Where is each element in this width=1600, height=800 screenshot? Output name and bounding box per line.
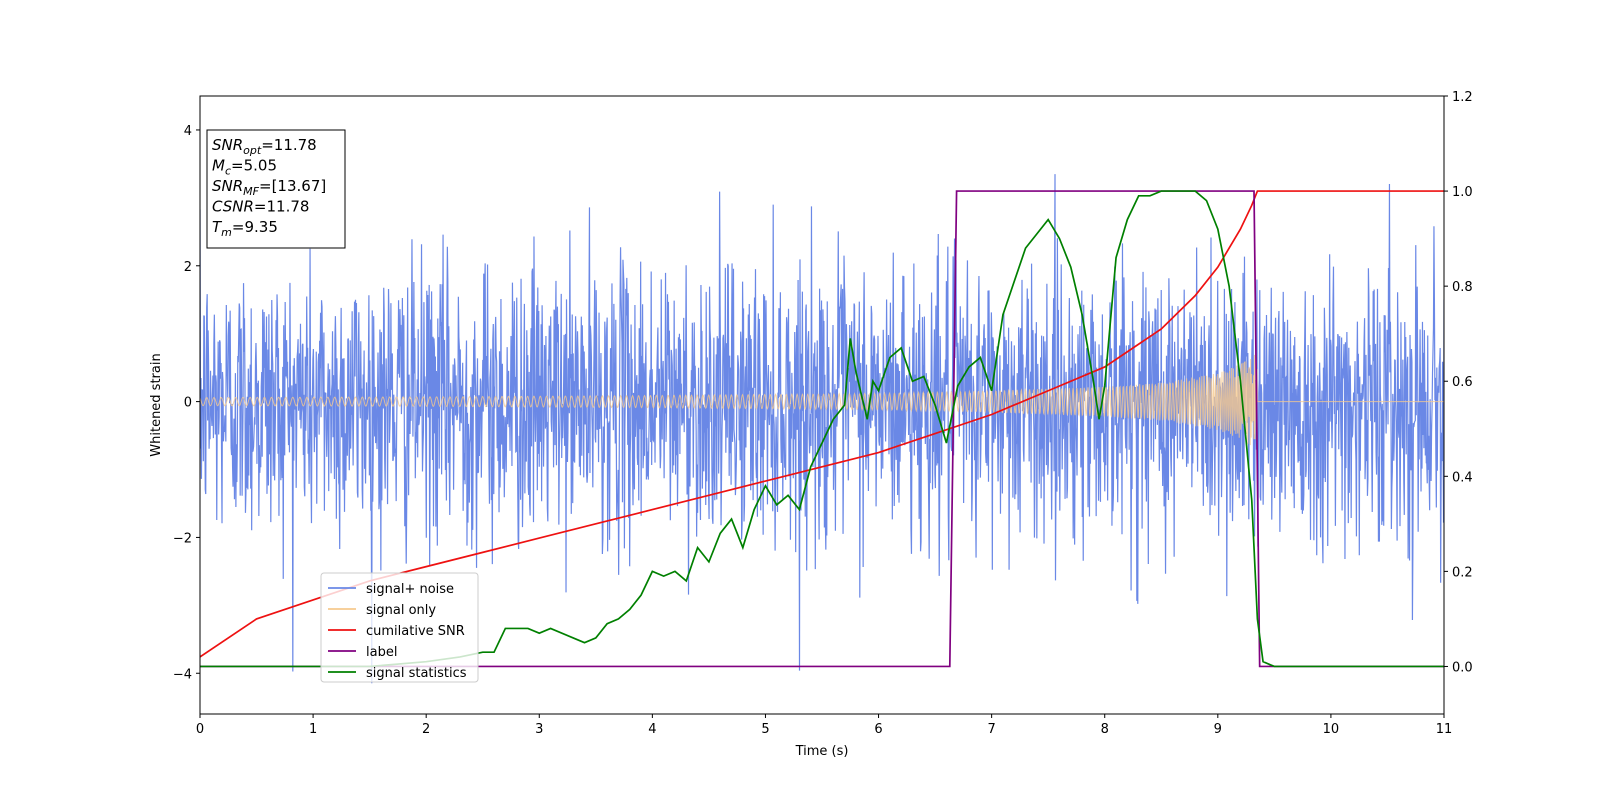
info-line-sub: c [225,165,231,178]
legend-label: cumilative SNR [366,624,465,639]
x-tick-label: 5 [761,722,769,737]
info-line: SNRMF=[13.67] [212,177,326,198]
info-line-base: CSNR [212,198,254,216]
x-tick-label: 2 [422,722,430,737]
x-tick-label: 11 [1436,722,1453,737]
legend-label: signal+ noise [366,582,454,597]
x-axis: 0 1 2 3 4 5 6 7 8 9 10 11 [196,714,1452,737]
legend-label: signal statistics [366,666,467,681]
plot-frame [199,95,1445,715]
x-tick-label: 0 [196,722,204,737]
info-line-base: SNR [212,177,243,195]
info-line-sub: opt [243,144,262,157]
info-line: CSNR=11.78 [212,198,309,216]
x-tick-label: 4 [648,722,656,737]
info-line: Tm=9.35 [212,218,278,239]
y-axis-right: 0.0 0.2 0.4 0.6 0.8 1.0 1.2 [1444,90,1473,675]
series-signal-statistics [200,190,1444,668]
y-tick-label: −4 [173,667,192,682]
x-tick-label: 10 [1323,722,1340,737]
info-line-sub: m [221,226,232,239]
y2-tick-label: 1.2 [1452,90,1473,105]
info-line-base: M [212,157,225,175]
y2-tick-label: 0.2 [1452,565,1473,580]
legend: signal+ noise signal only cumilative SNR la… [320,572,479,683]
y-axis-label: Whitened strain [149,353,164,456]
info-line-sub: MF [243,185,259,198]
info-line: SNRopt=11.78 [212,136,317,157]
legend-label: signal only [366,603,436,618]
info-line-rest: =11.78 [261,136,317,154]
y-tick-label: 2 [184,260,192,275]
x-tick-label: 8 [1101,722,1109,737]
info-box: SNRopt=11.78Mc=5.05SNRMF=[13.67]CSNR=11.… [206,129,346,249]
x-tick-label: 3 [535,722,543,737]
info-line-rest: =[13.67] [259,177,326,195]
y2-tick-label: 0.6 [1452,375,1473,390]
info-line-rest: =5.05 [231,157,277,175]
series-signal-only [200,353,1444,446]
y2-tick-label: 0.4 [1452,470,1473,485]
info-line-base: SNR [212,136,243,154]
legend-label: label [366,645,397,660]
info-line: Mc=5.05 [212,157,277,178]
plot-area [200,174,1444,684]
y2-tick-label: 0.8 [1452,280,1473,295]
info-line-rest: =9.35 [232,218,278,236]
y2-tick-label: 0.0 [1452,660,1473,675]
x-tick-label: 1 [309,722,317,737]
info-line-base: T [212,218,223,236]
series-cumulative-snr [200,190,1444,658]
y-tick-label: −2 [173,531,192,546]
y-tick-label: 0 [184,396,192,411]
y-tick-label: 4 [184,124,192,139]
legend-frame [320,572,479,683]
x-tick-label: 7 [987,722,995,737]
x-tick-label: 9 [1214,722,1222,737]
y2-tick-label: 1.0 [1452,185,1473,200]
info-box-frame [206,129,346,249]
y-axis-left: −4 −2 0 2 4 [173,124,200,682]
x-axis-label: Time (s) [795,744,849,759]
info-line-rest: =11.78 [254,198,310,216]
x-tick-label: 6 [874,722,882,737]
